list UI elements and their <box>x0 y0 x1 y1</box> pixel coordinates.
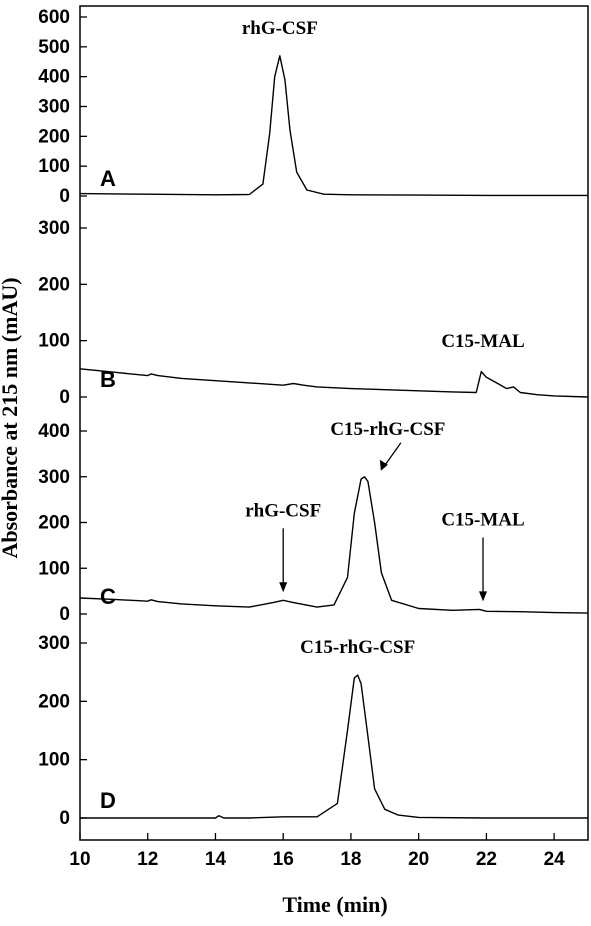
trace-panel-b <box>79 368 589 398</box>
trace-panel-a <box>79 55 588 197</box>
y-tick-label: 300 <box>38 218 70 239</box>
x-tick-label: 16 <box>273 849 294 870</box>
y-tick-label: 300 <box>38 467 70 488</box>
trace-panel-d <box>80 674 588 819</box>
y-tick-label: 100 <box>38 558 70 579</box>
x-axis-title: Time (min) <box>282 892 387 917</box>
y-tick-label: 100 <box>38 331 70 352</box>
annotation-arrowhead <box>379 459 388 471</box>
x-tick-label: 12 <box>137 849 158 870</box>
annotation-arrowhead <box>479 591 488 602</box>
panels-layer: 0100200300400500600ArhG-CSF0100200300BC1… <box>38 5 589 870</box>
y-tick-label: 0 <box>59 387 70 408</box>
y-tick-label: 200 <box>38 513 70 534</box>
panel-letter: D <box>100 788 116 813</box>
y-axis-title: Absorbance at 215 nm (mAU) <box>0 277 22 558</box>
y-tick-label: 300 <box>38 633 70 654</box>
y-tick-label: 200 <box>38 126 70 147</box>
panel-letter: B <box>100 367 116 392</box>
y-tick-label: 400 <box>38 67 70 88</box>
plot-frame <box>79 5 589 841</box>
panel-b: 0 100 200 300 B C15-MAL <box>38 218 589 408</box>
panel-d: 0 100 200 300 D C15-rhG-CSF <box>38 633 588 829</box>
annotation-arrow <box>383 442 402 468</box>
y-tick-label: 200 <box>38 691 70 712</box>
x-tick-label: 24 <box>544 849 566 870</box>
x-axis: 10 12 14 16 18 20 22 24 <box>69 833 565 870</box>
x-tick-label: 14 <box>205 849 227 870</box>
y-tick-label: 200 <box>38 274 70 295</box>
y-tick-label: 600 <box>38 7 70 28</box>
y-tick-label: 100 <box>38 750 70 771</box>
peak-annotation: rhG-CSF <box>242 18 318 39</box>
annotation-arrowhead <box>279 582 288 593</box>
y-tick-label: 300 <box>38 97 70 118</box>
peak-annotation: C15-rhG-CSF <box>300 637 415 658</box>
peak-annotation: rhG-CSF <box>245 500 321 521</box>
panel-letter: C <box>100 584 116 609</box>
y-tick-label: 400 <box>38 421 70 442</box>
y-tick-label: 500 <box>38 37 70 58</box>
y-tick-label: 0 <box>59 186 70 207</box>
y-tick-label: 0 <box>59 808 70 829</box>
x-tick-label: 18 <box>340 849 361 870</box>
peak-annotation: C15-MAL <box>441 509 524 530</box>
x-tick-label: 22 <box>476 849 497 870</box>
peak-annotation: C15-MAL <box>441 331 524 352</box>
panel-letter: A <box>100 166 116 191</box>
trace-panel-c <box>79 476 589 614</box>
peak-annotation: C15-rhG-CSF <box>330 419 445 440</box>
x-tick-label: 20 <box>408 849 429 870</box>
y-tick-label: 100 <box>38 156 70 177</box>
x-tick-label: 10 <box>69 849 90 870</box>
y-tick-label: 0 <box>59 604 70 625</box>
